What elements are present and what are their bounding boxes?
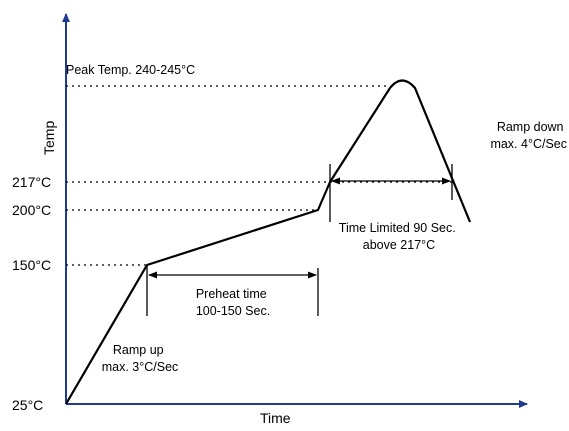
preheat-label: Preheat time 100-150 Sec. (196, 287, 270, 318)
temp-label-217: 217°C (12, 174, 51, 190)
ramp-up-label: Ramp up max. 3°C/Sec (102, 343, 179, 374)
reflow-profile-curve (65, 79, 472, 405)
peak-temp-label: Peak Temp. 240-245°C (66, 63, 195, 77)
y-axis-title: Temp (41, 121, 57, 155)
ramp-down-label: Ramp down max. 4°C/Sec (490, 120, 567, 151)
temp-label-25: 25°C (12, 397, 43, 413)
time-limited-label: Time Limited 90 Sec. above 217°C (339, 221, 459, 252)
temp-label-200: 200°C (12, 202, 51, 218)
x-axis-title: Time (260, 410, 291, 426)
temp-label-150: 150°C (12, 257, 51, 273)
